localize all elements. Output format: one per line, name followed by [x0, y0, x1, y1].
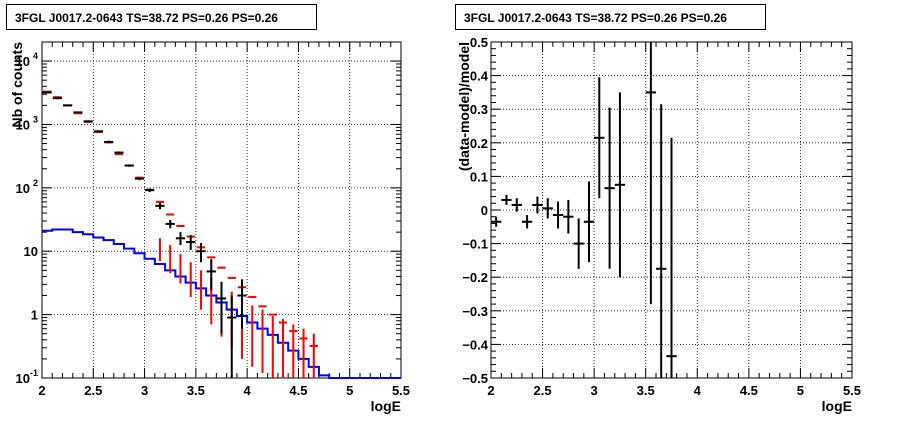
left-x-tick-label: 3: [141, 383, 148, 398]
right-x-tick-label: 4.5: [740, 383, 758, 398]
right-y-tick-label: −0.3: [462, 304, 488, 319]
right-x-tick-label: 3.5: [637, 383, 655, 398]
left-y-tick-label: 10: [24, 244, 38, 259]
left-x-tick-label: 4: [244, 383, 252, 398]
right-y-tick-label: 0.2: [470, 136, 488, 151]
left-y-tick-label: 10: [16, 54, 30, 69]
left-x-tick-label: 2: [38, 383, 45, 398]
right-y-tick-label: −0.5: [462, 371, 488, 386]
right-x-tick-label: 5.5: [843, 383, 861, 398]
left-x-tick-label: 5: [346, 383, 353, 398]
left-y-tick-exponent: -1: [30, 368, 38, 378]
left-y-tick-exponent: 4: [33, 51, 38, 61]
left-y-axis-label: Nb of counts: [9, 42, 25, 128]
right-y-tick-label: 0.5: [470, 35, 488, 50]
right-y-tick-label: −0.2: [462, 270, 488, 285]
left-y-tick-label: 10: [16, 181, 30, 196]
left-y-tick-exponent: 2: [33, 178, 38, 188]
right-y-tick-label: 0.4: [470, 69, 489, 84]
left-y-tick-exponent: 3: [33, 114, 38, 124]
right-x-tick-label: 3: [591, 383, 598, 398]
left-x-axis-label: logE: [371, 398, 401, 414]
left-x-tick-label: 5.5: [392, 383, 410, 398]
right-x-axis-label: logE: [822, 398, 852, 414]
left-y-tick-label: 1: [31, 308, 38, 323]
left-y-tick-label: 10: [16, 117, 30, 132]
left-x-tick-label: 4.5: [289, 383, 307, 398]
left-y-tick-label: 10: [16, 371, 30, 386]
right-x-tick-label: 4: [694, 383, 702, 398]
right-x-tick-label: 2: [487, 383, 494, 398]
right-x-tick-label: 2.5: [534, 383, 552, 398]
right-y-tick-label: −0.4: [462, 337, 488, 352]
left-x-tick-label: 3.5: [187, 383, 205, 398]
right-x-tick-label: 5: [797, 383, 804, 398]
left-plot-frame: [41, 41, 402, 379]
left-x-tick-label: 2.5: [84, 383, 102, 398]
right-y-tick-label: 0: [481, 203, 488, 218]
right-y-tick-label: 0.1: [470, 169, 488, 184]
right-y-tick-label: 0.3: [470, 102, 488, 117]
right-y-tick-label: −0.1: [462, 237, 488, 252]
right-y-axis-label: (data-model)/model: [456, 42, 472, 171]
right-plot-title: 3FGL J0017.2-0643 TS=38.72 PS=0.26 PS=0.…: [455, 4, 766, 30]
left-model-histogram: [42, 228, 401, 379]
left-plot-title: 3FGL J0017.2-0643 TS=38.72 PS=0.26 PS=0.…: [6, 4, 317, 30]
